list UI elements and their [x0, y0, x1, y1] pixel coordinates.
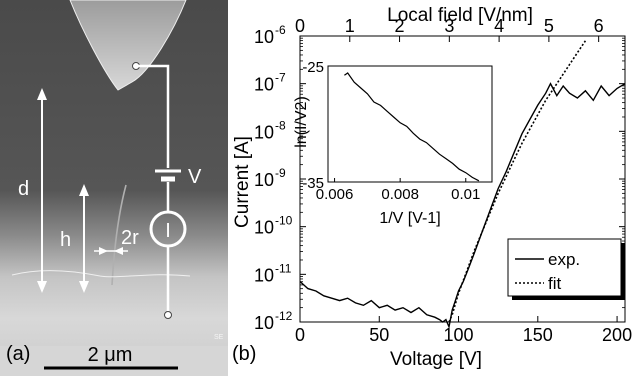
circuit — [132, 62, 187, 319]
x-tick-label: 150 — [523, 325, 553, 345]
top-tick-label: 1 — [345, 16, 355, 36]
y-tick-label: 10 — [254, 122, 274, 142]
panel-a-label: (a) — [6, 343, 30, 365]
inset-x-tick-label: 0.006 — [316, 186, 354, 203]
x-tick-label: 0 — [295, 325, 305, 345]
legend: exp. fit — [507, 238, 625, 300]
dimension-2r-arrow-right — [114, 247, 123, 255]
x-axis-label: Voltage [V] — [390, 349, 482, 370]
sem-watermark: SE — [214, 334, 224, 341]
y-tick-exponent: -7 — [275, 71, 286, 85]
dimension-d-arrow-top — [37, 88, 47, 100]
top-tick-label: 4 — [494, 16, 504, 36]
x-tick-label: 50 — [369, 325, 389, 345]
x-tick-label: 100 — [444, 325, 474, 345]
dimension-d-label: d — [18, 178, 29, 200]
y-tick-exponent: -11 — [275, 261, 292, 275]
legend-fit-label: fit — [548, 274, 562, 293]
legend-box — [507, 238, 622, 297]
dimension-h — [79, 184, 89, 293]
y-tick-label: 10 — [254, 265, 274, 285]
inset-y-label-text: ln(I/V2) — [293, 96, 310, 148]
voltage-label: V — [188, 166, 202, 188]
inset-y-tick-label: -25 — [302, 59, 324, 76]
y-tick-label: 10 — [254, 170, 274, 190]
y-tick-label: 10 — [254, 313, 274, 333]
inset-fn-plot: 0.006 0.008 0.01 -25 -35 ln(I/V2) 1/V [V-1] — [293, 59, 493, 227]
substrate-contact — [164, 311, 172, 319]
inset-x-label-text: 1/V [V-1] — [379, 210, 440, 227]
y-tick-exponent: -12 — [275, 309, 293, 323]
y-tick-exponent: -10 — [275, 214, 293, 228]
top-tick-label: 0 — [295, 16, 305, 36]
scale-bar-label: 2 μm — [88, 344, 133, 366]
y-tick-label: 10 — [254, 27, 274, 47]
panel-b-label: (b) — [232, 343, 256, 365]
y-tick-exponent: -9 — [275, 166, 286, 180]
y-axis-label: Current [A] — [232, 136, 253, 228]
inset-y-tick-label: -35 — [302, 175, 324, 192]
dimension-h-arrow-top — [79, 184, 89, 196]
inset-x-tick-label: 0.008 — [381, 186, 419, 203]
dimension-2r-label: 2r — [121, 227, 139, 249]
series-exp-line — [299, 82, 626, 330]
dimension-2r-arrow-left — [99, 247, 108, 255]
dimension-d-arrow-bottom — [37, 281, 47, 293]
dimension-h-label: h — [60, 229, 71, 251]
sem-image-panel: V I d h 2r SE (a) 2 μm — [0, 0, 228, 376]
inset-ticks: 0.006 0.008 0.01 -25 -35 — [302, 59, 480, 203]
top-axis-label: Local field [V/nm] — [387, 5, 533, 26]
inset-y-label: ln(I/V2) — [293, 96, 310, 148]
top-tick-label: 6 — [594, 16, 604, 36]
dimension-2r — [94, 247, 128, 255]
top-axis-ticks: 0 1 2 3 4 5 6 — [295, 16, 604, 42]
legend-exp-label: exp. — [548, 250, 580, 269]
dimension-h-arrow-bottom — [79, 281, 89, 293]
top-tick-label: 5 — [544, 16, 554, 36]
inset-frame — [327, 65, 493, 183]
inset-x-tick-label: 0.01 — [451, 186, 480, 203]
top-tick-label: 2 — [395, 16, 405, 36]
afm-tip — [69, 0, 187, 91]
sem-footer-strip — [0, 346, 228, 376]
y-tick-exponent: -6 — [275, 23, 286, 37]
y-tick-label: 10 — [254, 218, 274, 238]
circuit-wire-top — [136, 64, 170, 168]
inset-x-label: 1/V [V-1] — [379, 210, 440, 227]
inset-series-line — [344, 72, 480, 182]
x-tick-label: 200 — [602, 325, 632, 345]
y-tick-label: 10 — [254, 75, 274, 95]
substrate-texture — [11, 270, 191, 278]
dimension-d — [37, 88, 47, 293]
x-axis-ticks: 0 50 100 150 200 — [295, 316, 632, 345]
nanowire — [111, 184, 127, 286]
y-tick-exponent: -8 — [275, 118, 286, 132]
ammeter-label: I — [165, 220, 171, 242]
top-tick-label: 3 — [444, 16, 454, 36]
